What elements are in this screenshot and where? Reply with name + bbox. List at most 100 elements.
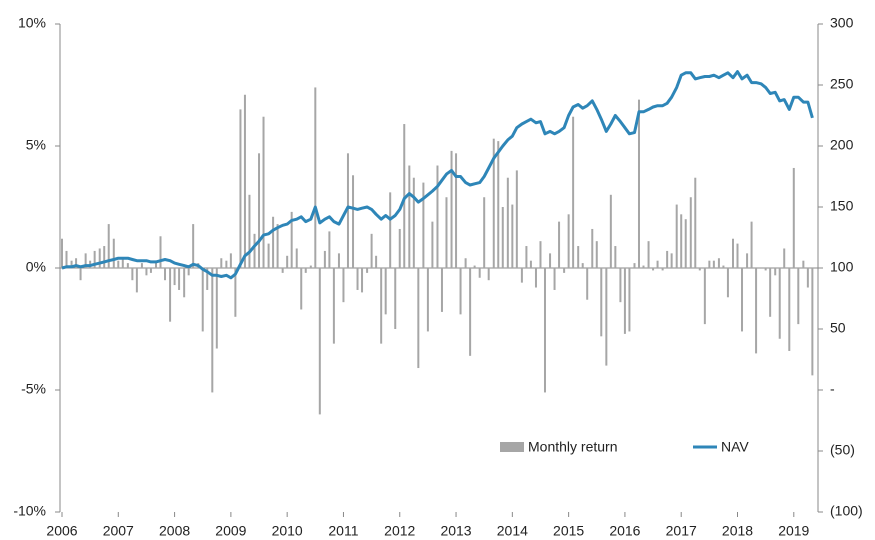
nav-line bbox=[61, 70, 814, 280]
bar bbox=[726, 268, 729, 298]
bar bbox=[286, 255, 289, 268]
bar bbox=[731, 238, 734, 268]
x-tick-label: 2006 bbox=[46, 523, 77, 539]
bar bbox=[135, 268, 138, 293]
bar bbox=[61, 238, 63, 268]
y2-tick-label: (100) bbox=[830, 503, 863, 519]
bar bbox=[712, 260, 715, 268]
bar bbox=[652, 268, 655, 271]
bar bbox=[633, 263, 636, 268]
bar bbox=[314, 87, 317, 268]
bar bbox=[684, 219, 687, 268]
bar bbox=[497, 141, 500, 268]
bar bbox=[455, 153, 458, 268]
bar bbox=[511, 204, 514, 268]
bar bbox=[783, 248, 786, 268]
bar bbox=[281, 268, 284, 273]
bar bbox=[173, 268, 176, 286]
bar bbox=[529, 260, 532, 268]
bar bbox=[187, 268, 190, 276]
bar bbox=[112, 238, 115, 268]
bar bbox=[412, 177, 415, 268]
bar bbox=[159, 236, 162, 268]
x-tick-label: 2009 bbox=[215, 523, 246, 539]
bar bbox=[253, 233, 256, 268]
bar bbox=[478, 268, 481, 278]
bar bbox=[155, 260, 158, 268]
bar bbox=[811, 268, 814, 376]
bar bbox=[206, 268, 209, 290]
bar bbox=[703, 268, 706, 325]
bar bbox=[262, 116, 265, 268]
bar bbox=[248, 194, 251, 268]
bar bbox=[394, 268, 397, 329]
bar bbox=[258, 153, 261, 268]
bar bbox=[290, 211, 293, 268]
bar bbox=[483, 197, 486, 268]
bar bbox=[577, 246, 580, 268]
bar bbox=[802, 260, 805, 268]
bar bbox=[328, 231, 331, 268]
bar bbox=[473, 265, 476, 268]
bar bbox=[103, 246, 106, 268]
bar bbox=[586, 268, 589, 300]
bar bbox=[623, 268, 626, 334]
bar bbox=[126, 263, 129, 268]
bar bbox=[366, 268, 369, 273]
bar bbox=[788, 268, 791, 351]
bar bbox=[520, 268, 523, 283]
bar bbox=[637, 99, 640, 268]
bar bbox=[567, 214, 570, 268]
bar bbox=[680, 214, 683, 268]
bar bbox=[572, 116, 575, 268]
y2-tick-label: 200 bbox=[830, 137, 854, 153]
bar bbox=[276, 224, 279, 268]
bar bbox=[220, 258, 223, 268]
bar bbox=[750, 221, 753, 268]
bar bbox=[600, 268, 603, 337]
bar bbox=[619, 268, 622, 303]
bar bbox=[755, 268, 758, 354]
bar bbox=[417, 268, 420, 369]
bar bbox=[309, 265, 312, 268]
bar bbox=[318, 268, 321, 415]
legend-label: NAV bbox=[721, 439, 749, 455]
y-tick-label: -5% bbox=[21, 381, 46, 397]
bar bbox=[300, 268, 303, 310]
bar bbox=[774, 268, 777, 276]
bar bbox=[107, 224, 110, 268]
y2-tick-label: - bbox=[830, 381, 835, 397]
bar bbox=[267, 243, 270, 268]
bar bbox=[595, 241, 598, 268]
bar bbox=[469, 268, 472, 356]
bar bbox=[356, 268, 359, 290]
bar bbox=[145, 268, 148, 276]
bar bbox=[117, 260, 120, 268]
bar bbox=[549, 253, 552, 268]
bar bbox=[201, 268, 204, 332]
bar bbox=[98, 248, 101, 268]
bar bbox=[295, 248, 298, 268]
bar bbox=[614, 246, 617, 268]
bar bbox=[797, 268, 800, 325]
bar bbox=[506, 177, 509, 268]
bar bbox=[436, 165, 439, 268]
bar bbox=[605, 268, 608, 366]
bar bbox=[361, 268, 364, 293]
bar bbox=[403, 124, 406, 268]
bar bbox=[370, 233, 373, 268]
bar bbox=[708, 260, 711, 268]
bar bbox=[398, 228, 401, 268]
bar bbox=[778, 268, 781, 339]
bar bbox=[543, 268, 546, 393]
bar bbox=[445, 197, 448, 268]
bar bbox=[492, 138, 495, 268]
bar bbox=[183, 268, 186, 298]
bar bbox=[553, 268, 556, 290]
bar bbox=[304, 268, 307, 273]
bar bbox=[525, 246, 528, 268]
y-tick-label: 10% bbox=[18, 15, 46, 31]
bar bbox=[169, 268, 172, 322]
bar bbox=[487, 268, 490, 281]
